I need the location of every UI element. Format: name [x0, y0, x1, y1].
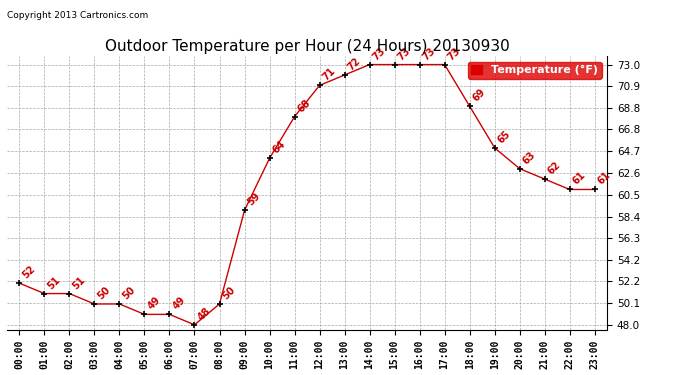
- Text: 69: 69: [471, 87, 488, 104]
- Text: 73: 73: [421, 45, 437, 62]
- Text: Copyright 2013 Cartronics.com: Copyright 2013 Cartronics.com: [7, 11, 148, 20]
- Text: 51: 51: [46, 274, 62, 291]
- Text: 63: 63: [521, 150, 538, 166]
- Text: 49: 49: [170, 295, 188, 312]
- Text: 48: 48: [196, 306, 213, 322]
- Text: 50: 50: [221, 285, 237, 302]
- Text: 68: 68: [296, 98, 313, 114]
- Text: 59: 59: [246, 191, 262, 208]
- Text: 61: 61: [571, 170, 588, 187]
- Text: 50: 50: [121, 285, 137, 302]
- Text: 62: 62: [546, 160, 562, 177]
- Legend: Temperature (°F): Temperature (°F): [468, 62, 602, 79]
- Title: Outdoor Temperature per Hour (24 Hours) 20130930: Outdoor Temperature per Hour (24 Hours) …: [105, 39, 509, 54]
- Text: 52: 52: [21, 264, 37, 280]
- Text: 71: 71: [321, 66, 337, 83]
- Text: 50: 50: [96, 285, 112, 302]
- Text: 64: 64: [270, 139, 288, 156]
- Text: 61: 61: [596, 170, 613, 187]
- Text: 51: 51: [70, 274, 88, 291]
- Text: 73: 73: [371, 45, 388, 62]
- Text: 73: 73: [446, 45, 462, 62]
- Text: 65: 65: [496, 129, 513, 145]
- Text: 72: 72: [346, 56, 362, 72]
- Text: 73: 73: [396, 45, 413, 62]
- Text: 49: 49: [146, 295, 162, 312]
